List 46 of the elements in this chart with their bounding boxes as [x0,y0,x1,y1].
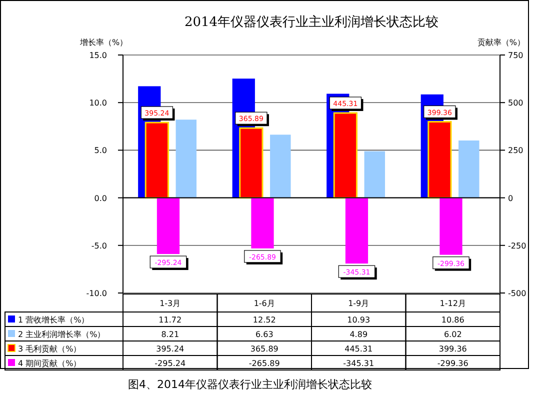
data-label: -295.24 [154,359,186,368]
data-label: 399.36 [438,344,467,354]
data-label: -299.36 [437,359,468,368]
y2-tick-label: 750 [508,51,524,60]
y-tick-label: -5.0 [91,241,107,250]
x-tick-label: 1-3月 [160,299,181,308]
legend-label: 2 主业利润增长率（%） [18,330,106,339]
bar [440,198,462,255]
data-label: 11.72 [158,316,182,324]
y2-tick-label: 0 [508,194,514,203]
x-tick-label: 1-12月 [440,299,466,308]
y-tick-label: 0.0 [94,194,107,203]
bar [458,140,480,198]
data-label: 6.02 [444,330,462,339]
legend-label: 3 毛利贡献（%） [18,344,82,354]
data-label: 10.93 [347,316,370,324]
data-label: -345.31 [343,359,374,368]
bar [176,120,197,198]
data-label: 8.21 [161,330,180,339]
data-label: 395.24 [156,344,184,354]
bar [251,198,274,248]
y-tick-label: 10.0 [89,98,107,108]
caption: 图4、2014年仪器仪表行业主业利润增长状态比较 [128,378,372,391]
bar [270,134,291,198]
bar [364,151,386,198]
y-tick-label: 5.0 [94,146,107,156]
y2-tick-label: -250 [508,241,526,250]
chart-title: 2014年仪器仪表行业主业利润增长状态比较 [184,14,439,30]
y2-axis-title: 贡献率（%） [477,38,525,47]
data-label: 4.89 [350,330,368,339]
y-tick-label: 15.0 [89,51,107,60]
y-tick-label: -10.0 [86,289,107,298]
data-label: 6.63 [255,330,274,339]
data-label: 12.52 [252,316,276,324]
y2-tick-label: 250 [508,146,524,156]
x-tick-label: 1-9月 [348,299,370,308]
data-label: -265.89 [248,359,280,368]
x-tick-label: 1-6月 [254,299,275,308]
data-label: 10.86 [441,316,464,324]
data-label: 445.31 [344,344,373,354]
y2-tick-label: -500 [508,289,526,298]
legend-label: 4 期间贡献（%） [18,359,82,368]
data-label: 365.89 [250,344,278,354]
legend-label: 1 营收增长率（%） [18,316,90,324]
y-axis-title: 增长率（%） [79,38,128,47]
y2-tick-label: 500 [508,98,524,108]
